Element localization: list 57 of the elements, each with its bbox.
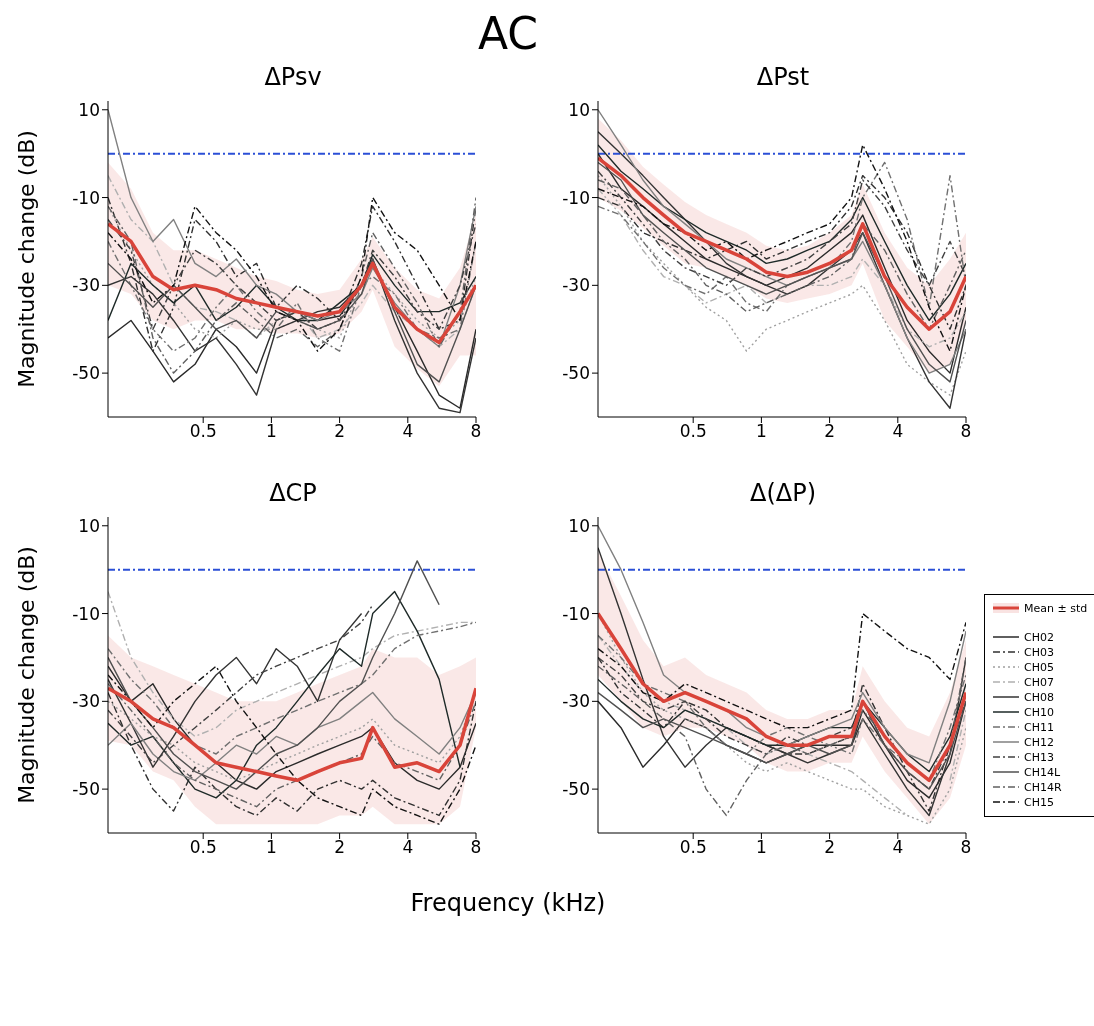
y-tick-label: -30 <box>72 691 100 712</box>
legend-label: Mean ± std <box>1024 601 1088 615</box>
x-tick-label: 2 <box>334 837 346 858</box>
x-tick-label: 1 <box>265 837 277 858</box>
legend-label: CH10 <box>1024 705 1054 719</box>
chart-title: ΔCP <box>268 479 318 509</box>
y-axis-title: Magnitude change (dB) <box>13 546 39 804</box>
text: AC <box>476 8 540 59</box>
x-tick-label: 2 <box>334 421 346 442</box>
y-tick-label: -10 <box>72 603 100 624</box>
legend-label: CH14R <box>1024 780 1062 794</box>
x-tick-label: 8 <box>470 837 482 858</box>
y-tick-label: 10 <box>568 515 590 536</box>
y-tick-label: -50 <box>72 363 100 384</box>
x-tick-label: 4 <box>892 837 904 858</box>
x-tick-label: 8 <box>470 421 482 442</box>
y-tick-label: -30 <box>562 275 590 296</box>
legend-label: CH12 <box>1024 735 1054 749</box>
legend-label: CH13 <box>1024 750 1054 764</box>
y-tick-label: -50 <box>562 363 590 384</box>
chart-title: ΔPsv <box>263 63 323 93</box>
x-tick-label: 4 <box>892 421 904 442</box>
x-tick-label: 0.5 <box>679 837 707 858</box>
x-tick-label: 8 <box>960 837 972 858</box>
chart-title: Δ(ΔP) <box>748 479 817 509</box>
legend-label: CH05 <box>1024 660 1054 674</box>
legend-label: CH14L <box>1024 765 1061 779</box>
legend-label: CH08 <box>1024 690 1054 704</box>
legend-label: CH11 <box>1024 720 1054 734</box>
y-tick-label: 10 <box>78 515 100 536</box>
y-tick-label: -10 <box>562 603 590 624</box>
y-tick-label: -10 <box>72 187 100 208</box>
legend-label: CH15 <box>1024 795 1054 809</box>
x-tick-label: 0.5 <box>679 421 707 442</box>
x-tick-label: 2 <box>824 421 836 442</box>
x-tick-label: 0.5 <box>189 421 217 442</box>
x-tick-label: 8 <box>960 421 972 442</box>
y-tick-label: -30 <box>72 275 100 296</box>
legend-label: CH03 <box>1024 645 1054 659</box>
chart-title: ΔPst <box>755 63 811 93</box>
y-tick-label: 10 <box>568 99 590 120</box>
x-tick-label: 0.5 <box>189 837 217 858</box>
x-tick-label: 1 <box>265 421 277 442</box>
x-tick-label: 1 <box>755 421 767 442</box>
y-tick-label: -50 <box>72 779 100 800</box>
x-tick-label: 4 <box>402 421 414 442</box>
x-tick-label: 1 <box>755 837 767 858</box>
x-tick-label: 2 <box>824 837 836 858</box>
legend-label: CH07 <box>1024 675 1054 689</box>
y-tick-label: -50 <box>562 779 590 800</box>
y-tick-label: 10 <box>78 99 100 120</box>
y-axis-title: Magnitude change (dB) <box>13 130 39 388</box>
y-tick-label: -10 <box>562 187 590 208</box>
legend-label: CH02 <box>1024 630 1054 644</box>
x-tick-label: 4 <box>402 837 414 858</box>
text: Frequency (kHz) <box>409 889 607 917</box>
y-tick-label: -30 <box>562 691 590 712</box>
